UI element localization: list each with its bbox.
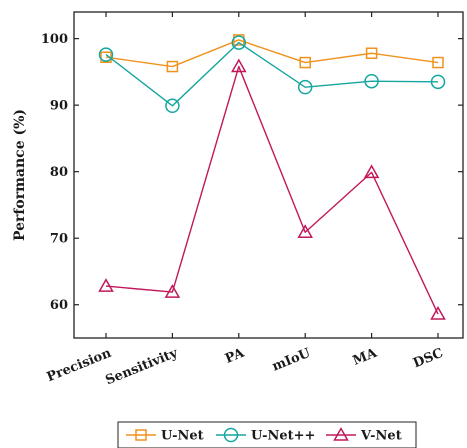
series-line — [105, 41, 439, 107]
x-tick-label: Precision — [45, 346, 114, 386]
data-point — [100, 51, 112, 63]
legend-entry: V-Net — [326, 426, 402, 444]
legend-label: U-Net++ — [251, 429, 315, 444]
data-point — [432, 56, 444, 69]
data-point — [233, 34, 245, 46]
data-point — [299, 56, 311, 69]
series-v-net — [98, 58, 446, 320]
legend-marker — [333, 426, 349, 441]
y-tick-label: 80 — [50, 165, 68, 180]
data-point — [165, 98, 180, 114]
x-tick-label: PA — [223, 345, 247, 366]
x-tick-label: DSC — [411, 346, 445, 372]
legend-marker — [135, 429, 147, 441]
data-point — [430, 74, 446, 90]
y-tick-label: 100 — [41, 32, 68, 47]
y-tick-label: 90 — [50, 99, 68, 114]
data-point — [98, 47, 114, 62]
series-line — [105, 39, 439, 68]
data-point — [430, 306, 446, 320]
y-tick-label: 60 — [50, 298, 68, 313]
legend-label: U-Net — [161, 429, 204, 444]
x-tick-label: MA — [351, 345, 380, 368]
legend-box — [117, 421, 417, 448]
series-u-net — [100, 34, 444, 73]
legend-entry: U-Net++ — [216, 427, 315, 444]
y-tick-label: 70 — [50, 232, 68, 247]
data-point — [365, 47, 378, 59]
legend-entry: U-Net — [126, 429, 204, 444]
series-line — [105, 65, 439, 315]
data-point — [297, 79, 313, 95]
x-tick-label: Sensitivity — [103, 346, 180, 389]
data-point — [98, 278, 114, 292]
data-point — [297, 224, 313, 238]
data-point — [166, 60, 179, 73]
plot-area — [73, 11, 464, 339]
data-point — [231, 35, 247, 50]
series-u-net- — [98, 35, 446, 114]
plot-frame — [73, 11, 464, 339]
legend: U-Net U-Net++ V-Net — [117, 421, 417, 448]
legend-marker — [223, 427, 239, 443]
data-point — [164, 284, 181, 298]
data-point — [363, 164, 380, 179]
x-tick-label: mIoU — [270, 346, 313, 375]
data-point — [364, 73, 379, 89]
legend-label: V-Net — [360, 429, 402, 444]
data-point — [231, 58, 247, 73]
series-group — [98, 34, 446, 320]
y-axis-label: Performance (%) — [12, 109, 28, 241]
